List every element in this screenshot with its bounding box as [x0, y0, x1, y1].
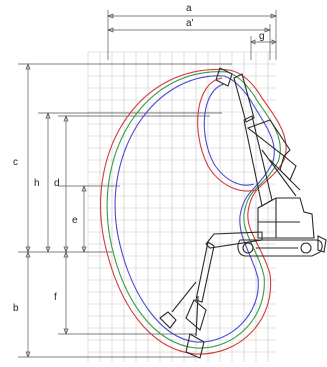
dim-label-c: c: [13, 157, 18, 168]
excavator-track: [237, 239, 323, 257]
envelope-red: [100, 69, 287, 355]
envelope-inner-red: [197, 77, 257, 192]
track-wheel-rear: [300, 242, 312, 254]
envelope-green: [106, 71, 281, 349]
boom-high: [243, 115, 273, 207]
dim-label-f: f: [54, 292, 57, 303]
arm-mid: [246, 119, 291, 157]
dim-label-h: h: [34, 178, 40, 189]
bucket-low: [185, 299, 207, 331]
bucket-mid: [279, 155, 297, 181]
dim-label-e: e: [72, 215, 78, 226]
excavator-cab: [257, 197, 315, 239]
dimension-lines: [18, 10, 277, 358]
working-envelopes: [100, 69, 287, 355]
bucket-ground: [159, 311, 177, 329]
envelope-blue: [114, 75, 275, 343]
dim-label-g: g: [259, 31, 265, 42]
dim-label-a: a: [186, 3, 192, 14]
excavator-drawing: [159, 67, 327, 359]
bucket-deep: [185, 333, 205, 359]
arm-low: [195, 241, 215, 303]
dimension-labels: a a' g c h d e b f: [13, 3, 265, 314]
bucket-high: [215, 67, 233, 87]
arm-high: [233, 73, 255, 123]
dim-label-b: b: [13, 303, 19, 314]
track-wheel-front: [242, 242, 254, 254]
dim-label-a-prime: a': [186, 18, 194, 29]
excavator-blade: [317, 235, 327, 253]
boom-low: [205, 231, 263, 249]
working-range-grid: [87, 51, 276, 362]
dim-label-d: d: [54, 178, 60, 189]
envelope-inner-blue: [203, 83, 255, 186]
